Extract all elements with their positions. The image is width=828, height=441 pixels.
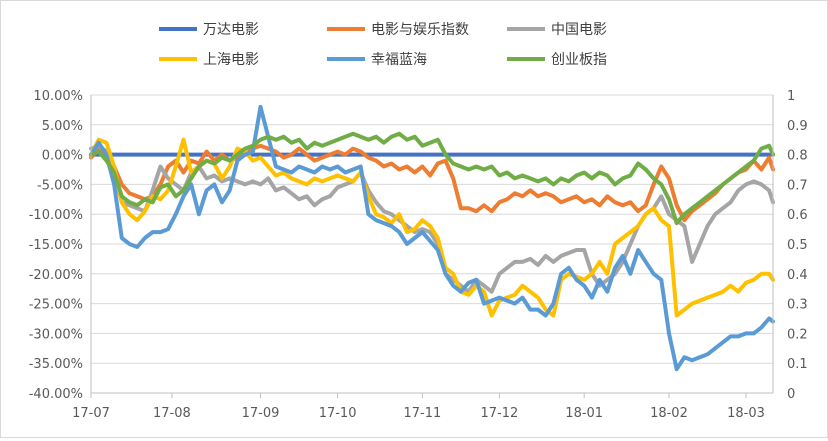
y-right-tick-label: 0.2 — [787, 327, 808, 342]
legend-entry: 电影与娱乐指数 — [327, 22, 469, 38]
y-right-tick-label: 1 — [787, 89, 795, 104]
y-left-tick-label: -30.00% — [29, 327, 83, 342]
legend-entry: 万达电影 — [159, 22, 259, 38]
legend-label: 中国电影 — [551, 22, 607, 38]
y-right-tick-label: 0.7 — [787, 178, 808, 193]
y-left-tick-label: 5.00% — [42, 119, 83, 134]
y-right-tick-label: 0 — [787, 387, 795, 402]
y-right-tick-label: 0.9 — [787, 119, 808, 134]
y-left-tick-label: -40.00% — [29, 387, 83, 402]
y-left-tick-label: -35.00% — [29, 357, 83, 372]
y-right-tick-label: 0.1 — [787, 357, 808, 372]
series-line-3 — [89, 137, 775, 318]
y-right-tick-label: 0.5 — [787, 238, 808, 253]
y-right-tick-label: 0.8 — [787, 149, 808, 164]
legend-label: 创业板指 — [551, 52, 607, 68]
y-left-tick-label: 0.00% — [42, 149, 83, 164]
y-left-tick-label: 10.00% — [33, 89, 83, 104]
y-left-tick-label: -25.00% — [29, 298, 83, 313]
y-right-tick-label: 0.6 — [787, 208, 808, 223]
x-tick-label: 17-07 — [72, 406, 110, 421]
y-left-tick-label: -10.00% — [29, 208, 83, 223]
y-left-tick-label: -20.00% — [29, 268, 83, 283]
series-lines — [89, 104, 775, 372]
series-line-2 — [89, 143, 775, 294]
legend-entry: 创业板指 — [507, 52, 607, 68]
x-tick-label: 17-09 — [242, 406, 280, 421]
x-tick-label: 18-03 — [727, 406, 765, 421]
legend-entry: 中国电影 — [507, 22, 607, 38]
legend-entry: 幸福蓝海 — [327, 52, 427, 68]
x-tick-label: 17-10 — [319, 406, 357, 421]
x-tick-label: 17-12 — [481, 406, 519, 421]
legend-label: 幸福蓝海 — [371, 52, 427, 68]
y-left-tick-label: -5.00% — [37, 178, 83, 193]
y-right-tick-label: 0.4 — [787, 268, 808, 283]
axes: 10.00% 5.00% 0.00% -5.00% -10.00% -15.00% -20.… — [29, 89, 808, 421]
legend-label: 上海电影 — [203, 52, 259, 68]
x-tick-label: 17-11 — [403, 406, 441, 421]
y-right-tick-label: 0.3 — [787, 298, 808, 313]
x-tick-label: 18-02 — [650, 406, 688, 421]
y-left-tick-label: -15.00% — [29, 238, 83, 253]
x-tick-label: 17-08 — [153, 406, 191, 421]
legend-entry: 上海电影 — [159, 52, 259, 68]
series-line-1 — [89, 143, 775, 223]
legend-label: 电影与娱乐指数 — [371, 22, 469, 38]
series-line-5 — [89, 131, 775, 226]
series-line-4 — [89, 104, 775, 372]
x-tick-label: 18-01 — [565, 406, 603, 421]
legend-label: 万达电影 — [203, 22, 259, 38]
